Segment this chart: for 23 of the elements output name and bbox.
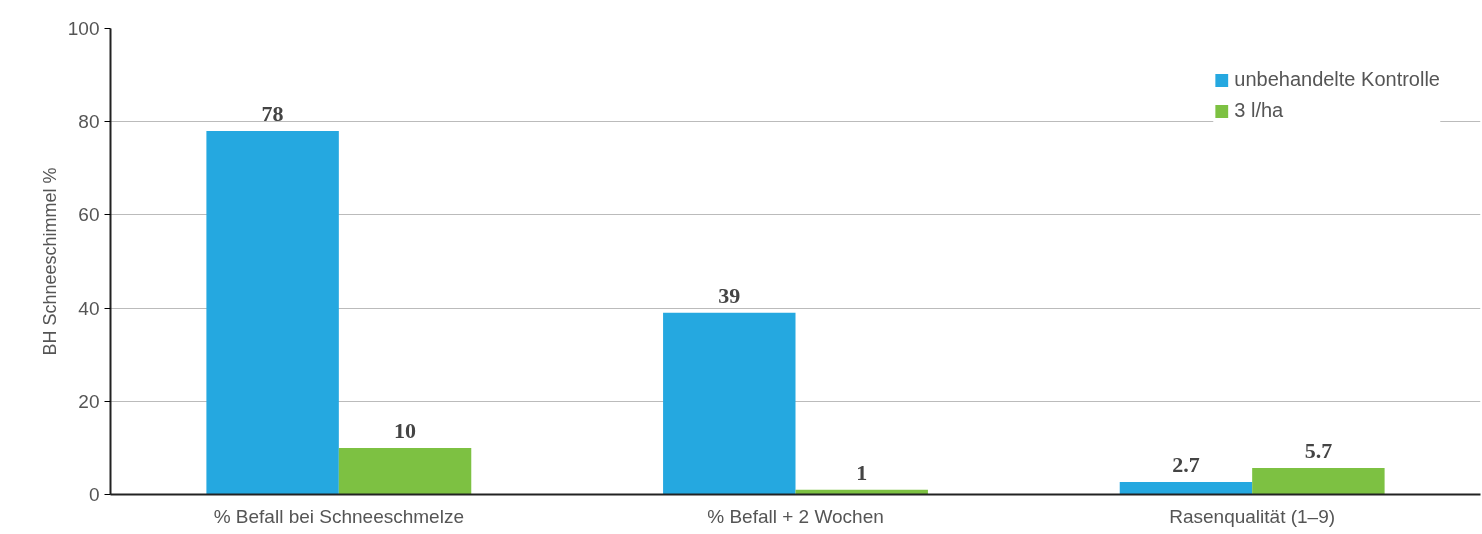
data-label: 2.7 [1172,451,1200,477]
data-label: 10 [394,417,417,443]
y-tick-label: 20 [78,390,100,412]
data-label: 1 [856,459,868,485]
y-axis-title: BH Schneeschimmel % [39,167,60,356]
x-tick-label: Rasenqualität (1–9) [1169,505,1336,527]
y-tick-label: 100 [67,18,100,39]
legend-label: unbehandelte Kontrolle [1234,68,1440,91]
data-label: 78 [261,101,284,127]
legend-label: 3 l/ha [1234,99,1284,122]
bar [1252,467,1385,495]
bar [663,312,796,495]
bar [338,447,472,495]
bar [1119,481,1253,495]
y-tick-label: 40 [78,297,100,319]
data-label: 5.7 [1304,437,1333,463]
data-label: 39 [718,282,741,308]
y-tick-label: 0 [88,484,100,505]
y-tick-label: 80 [78,111,100,133]
x-tick-label: % Befall bei Schneeschmelze [213,505,464,527]
x-tick-label: % Befall + 2 Wochen [707,505,884,527]
bar [206,131,339,495]
y-tick-label: 60 [78,204,100,226]
